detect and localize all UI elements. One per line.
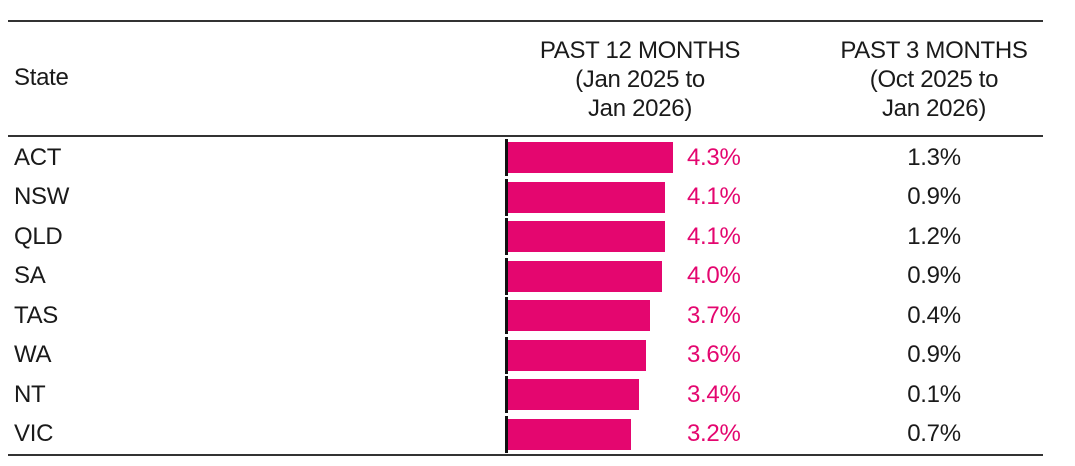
past-3-months-header-line3: Jan 2026) bbox=[881, 95, 987, 122]
state-label: TAS bbox=[14, 301, 58, 329]
past-12-months-bar bbox=[508, 221, 665, 252]
table-row: SA 4.0% 0.9% bbox=[0, 257, 1075, 297]
state-label: QLD bbox=[14, 222, 63, 250]
state-label: NSW bbox=[14, 183, 70, 211]
state-column-header: State bbox=[14, 21, 69, 135]
past-12-months-bar bbox=[508, 300, 650, 331]
past-3-months-header-line1: PAST 3 MONTHS bbox=[840, 37, 1028, 64]
past-12-months-value-label: 3.2% bbox=[687, 420, 741, 448]
axis-baseline-tick bbox=[505, 376, 508, 413]
past-12-months-value-label: 4.0% bbox=[687, 262, 741, 290]
past-12-months-header-line2: (Jan 2025 to bbox=[575, 66, 705, 93]
past-12-months-value-label: 3.4% bbox=[687, 380, 741, 408]
past-3-months-value: 0.7% bbox=[907, 420, 961, 448]
table-row: NT 3.4% 0.1% bbox=[0, 375, 1075, 415]
table-row: WA 3.6% 0.9% bbox=[0, 336, 1075, 376]
past-12-months-bar bbox=[508, 379, 639, 410]
past-12-months-column-header: PAST 12 MONTHS (Jan 2025 to Jan 2026) bbox=[480, 36, 800, 123]
past-12-months-bar bbox=[508, 418, 631, 450]
state-label: ACT bbox=[14, 143, 62, 171]
axis-baseline-tick bbox=[505, 297, 508, 334]
table-row: VIC 3.2% 0.7% bbox=[0, 415, 1075, 455]
past-3-months-value: 0.4% bbox=[907, 301, 961, 329]
past-12-months-value-label: 4.1% bbox=[687, 222, 741, 250]
past-3-months-header-line2: (Oct 2025 to bbox=[869, 66, 999, 93]
table-row: QLD 4.1% 1.2% bbox=[0, 217, 1075, 257]
past-12-months-bar bbox=[508, 181, 665, 213]
rows: ACT 4.3% 1.3% NSW 4.1% 0.9% QLD 4.1% 1.2… bbox=[0, 138, 1075, 454]
past-12-months-bar bbox=[508, 260, 662, 292]
axis-baseline-tick bbox=[505, 336, 508, 374]
past-3-months-value: 1.3% bbox=[907, 143, 961, 171]
axis-baseline-tick bbox=[505, 415, 508, 453]
past-12-months-value-label: 3.6% bbox=[687, 341, 741, 369]
state-label: WA bbox=[14, 341, 52, 369]
table-row: TAS 3.7% 0.4% bbox=[0, 296, 1075, 336]
state-label: SA bbox=[14, 262, 46, 290]
past-12-months-bar bbox=[508, 339, 646, 371]
top-divider bbox=[8, 20, 1043, 22]
past-3-months-value: 0.9% bbox=[907, 262, 961, 290]
table-row: NSW 4.1% 0.9% bbox=[0, 178, 1075, 218]
state-label: VIC bbox=[14, 420, 54, 448]
past-12-months-value-label: 3.7% bbox=[687, 301, 741, 329]
past-3-months-value: 0.1% bbox=[907, 380, 961, 408]
past-3-months-value: 0.9% bbox=[907, 183, 961, 211]
header-divider bbox=[8, 135, 1043, 137]
past-3-months-value: 1.2% bbox=[907, 222, 961, 250]
axis-baseline-tick bbox=[505, 218, 508, 255]
past-3-months-value: 0.9% bbox=[907, 341, 961, 369]
past-12-months-header-line3: Jan 2026) bbox=[587, 95, 693, 122]
past-12-months-value-label: 4.3% bbox=[687, 143, 741, 171]
past-12-months-bar bbox=[508, 142, 673, 173]
table-row: ACT 4.3% 1.3% bbox=[0, 138, 1075, 178]
state-label: NT bbox=[14, 380, 46, 408]
axis-baseline-tick bbox=[505, 139, 508, 176]
state-column-header-label: State bbox=[14, 64, 69, 91]
past-12-months-value-label: 4.1% bbox=[687, 183, 741, 211]
past-3-months-column-header: PAST 3 MONTHS (Oct 2025 to Jan 2026) bbox=[774, 36, 1075, 123]
bottom-divider bbox=[8, 454, 1043, 456]
axis-baseline-tick bbox=[505, 178, 508, 216]
past-12-months-header-line1: PAST 12 MONTHS bbox=[539, 37, 741, 64]
axis-baseline-tick bbox=[505, 257, 508, 295]
